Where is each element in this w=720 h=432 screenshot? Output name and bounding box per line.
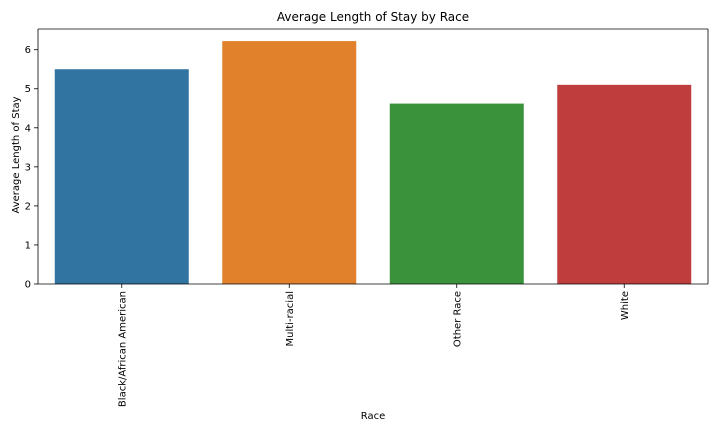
x-tick-label-3: White (620, 291, 631, 320)
x-tick-label-0: Black/African American (117, 291, 128, 407)
bar-0 (54, 69, 189, 285)
y-tick-label-4: 4 (25, 123, 31, 134)
bar-1 (222, 41, 357, 284)
x-tick-label-1: Multi-racial (285, 291, 296, 346)
y-tick-label-2: 2 (25, 201, 31, 212)
x-tick-label-2: Other Race (452, 291, 463, 347)
x-axis-title: Race (361, 411, 386, 422)
bar-2 (389, 103, 524, 285)
plot-area: 0 1 2 3 4 5 6 Black/African American Multi-racia… (25, 28, 709, 407)
y-tick-label-5: 5 (25, 84, 31, 95)
bar-3 (557, 84, 692, 284)
y-tick-label-1: 1 (25, 240, 31, 251)
chart-title: Average Length of Stay by Race (277, 10, 469, 24)
y-axis-title: Average Length of Stay (11, 96, 22, 213)
y-tick-label-6: 6 (25, 45, 31, 56)
y-tick-label-3: 3 (25, 162, 31, 173)
y-tick-label-0: 0 (25, 280, 31, 291)
